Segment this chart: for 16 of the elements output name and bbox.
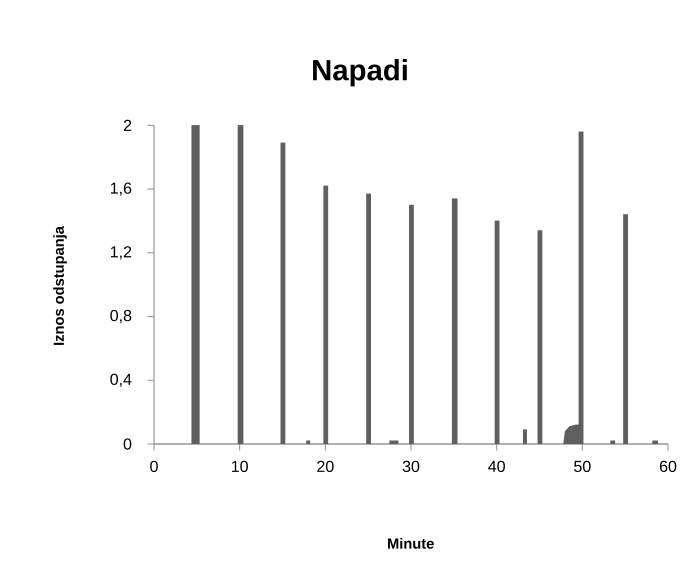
- x-tick-label: 60: [660, 460, 676, 472]
- y-tick-label: 1,6: [110, 182, 132, 196]
- y-tick-label: 0: [124, 438, 132, 450]
- x-tick-label: 40: [488, 460, 505, 472]
- x-tick-label: 10: [232, 460, 248, 472]
- x-tick-label: 20: [317, 460, 334, 472]
- y-tick-label: 0,8: [110, 310, 132, 324]
- y-tick-label: 1,2: [110, 246, 132, 260]
- x-tick-label: 30: [402, 460, 420, 472]
- y-tick-label: 0,4: [110, 374, 132, 387]
- x-tick-label: 0: [150, 460, 158, 472]
- x-axis-title: Minute: [388, 538, 434, 549]
- x-tick-label: 50: [574, 460, 591, 472]
- y-tick-label: 2: [124, 120, 132, 131]
- y-axis-title: Iznos odstupanja: [53, 226, 67, 345]
- chart-title: Napadi: [313, 58, 407, 86]
